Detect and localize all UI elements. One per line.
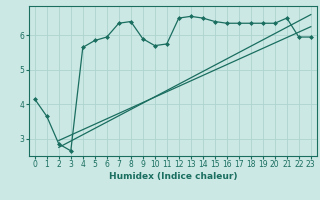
X-axis label: Humidex (Indice chaleur): Humidex (Indice chaleur)	[108, 172, 237, 181]
